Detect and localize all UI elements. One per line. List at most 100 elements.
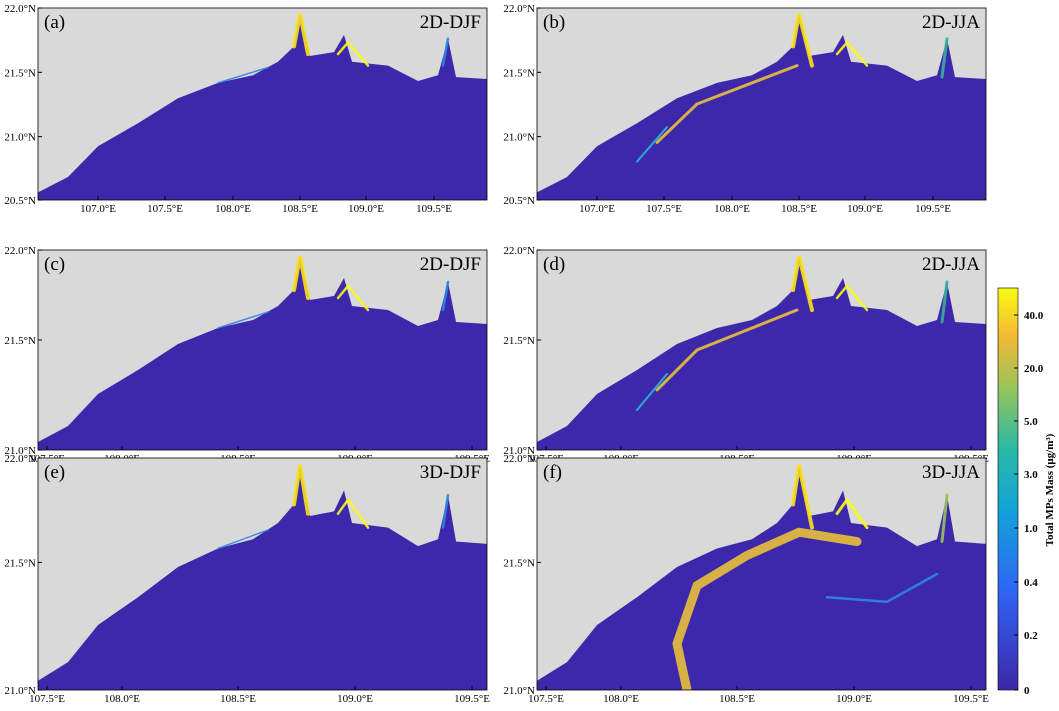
panel-title: 2D-DJF [420, 12, 481, 33]
plume [793, 465, 812, 528]
sea [537, 14, 986, 200]
y-tick-label: 21.0°N [4, 445, 36, 457]
sea [537, 256, 986, 450]
plume [793, 256, 812, 310]
y-tick-label: 22.0°N [503, 453, 535, 465]
map-panel: (b) 2D-JJA 107.0°E 107.5°E 108.0°E 108.5°E 109… [503, 3, 987, 215]
panel-title: 2D-JJA [922, 254, 980, 275]
plume [677, 532, 857, 690]
sea [38, 14, 487, 200]
sea [537, 465, 986, 690]
frame [536, 457, 987, 691]
plume [338, 286, 368, 310]
colorbar-tick-label: 40.0 [1024, 310, 1044, 322]
plume [294, 465, 308, 514]
frame [37, 7, 488, 201]
x-tick-label: 109.5°E [915, 203, 951, 215]
x-tick-label: 107.5°E [528, 693, 564, 705]
map-panel: (c)2D-DJF107.5°E108.0°E108.5°E109.0°E109… [4, 245, 490, 465]
colorbar: 0 0.2 0.4 1.0 3.0 5.0 20.0 40.0 Total MPs Mass (… [997, 287, 1056, 697]
x-tick-label: 109.5°E [953, 693, 989, 705]
y-tick-label: 21.5°N [4, 67, 36, 79]
panel-label: (d) [543, 254, 565, 275]
y-tick-label: 20.5°N [4, 195, 36, 207]
x-tick-label: 109.0°E [337, 693, 373, 705]
y-tick-label: 21.5°N [503, 335, 535, 347]
plume [443, 39, 448, 66]
y-tick-label: 22.0°N [4, 3, 36, 15]
x-tick-label: 108.0°E [603, 693, 639, 705]
frame [37, 249, 488, 451]
map-panel: (e) 3D-DJF 107.5°E 108.0°E 108.5°E 109.0°E 109… [4, 453, 490, 705]
colorbar-label: Total MPs Mass (μg/m³) [1044, 433, 1056, 546]
colorbar-tick-label: 5.0 [1024, 416, 1038, 428]
y-tick-label: 21.5°N [503, 67, 535, 79]
plume [837, 500, 867, 528]
plume [657, 66, 797, 143]
colorbar-tick-label: 0 [1024, 685, 1030, 697]
x-tick-label: 107.5°E [29, 693, 65, 705]
x-tick-label: 109.0°E [836, 693, 872, 705]
map-panel: (f) 3D-JJA 107.5°E 108.0°E 108.5°E 109.0°E 109… [503, 453, 989, 705]
colorbar-tick-label: 3.0 [1024, 469, 1038, 481]
plume [218, 530, 268, 549]
x-tick-label: 108.0°E [215, 203, 251, 215]
y-tick-label: 22.0°N [4, 245, 36, 257]
panel-title: 2D-DJF [420, 254, 481, 275]
plume [294, 14, 308, 54]
colorbar-tick-label: 20.0 [1024, 363, 1044, 375]
plume [657, 310, 797, 390]
x-tick-label: 108.5°E [220, 693, 256, 705]
panel-label: (f) [543, 462, 562, 483]
x-tick-label: 109.5°E [416, 203, 452, 215]
plume [827, 574, 937, 602]
map-panel: (a) 2D-DJF 107.0°E 107.5°E 108.0°E 108.5°E 109… [4, 3, 488, 215]
x-tick-label: 109.0°E [348, 203, 384, 215]
plume [338, 500, 368, 528]
y-tick-label: 21.0°N [4, 132, 36, 144]
x-tick-label: 109.5°E [454, 693, 490, 705]
sea [38, 465, 487, 690]
y-tick-label: 21.0°N [503, 445, 535, 457]
plume [637, 127, 667, 162]
plume [218, 68, 268, 83]
x-tick-label: 108.0°E [104, 693, 140, 705]
plume [942, 495, 947, 541]
sea-area [38, 13, 487, 200]
x-tick-label: 108.5°E [781, 203, 817, 215]
plume [338, 43, 368, 66]
panel-title: 3D-JJA [922, 462, 980, 483]
panel-label: (c) [44, 254, 65, 275]
y-tick-label: 22.0°N [503, 3, 535, 15]
panel-label: (b) [543, 12, 565, 33]
x-tick-label: 109.0°E [847, 203, 883, 215]
frame [536, 7, 987, 201]
x-tick-label: 107.0°E [80, 203, 116, 215]
y-tick-label: 20.5°N [503, 195, 535, 207]
plume [218, 312, 268, 328]
x-tick-label: 107.5°E [147, 203, 183, 215]
panel-label: (a) [44, 12, 65, 33]
colorbar-ramp [997, 287, 1019, 691]
sea-area [38, 464, 487, 690]
colorbar-tick-label: 0.4 [1024, 577, 1038, 589]
sea-area [537, 256, 986, 450]
plume [942, 39, 947, 77]
y-tick-label: 21.5°N [4, 335, 36, 347]
sea-area [38, 256, 487, 450]
panel-label: (e) [44, 462, 65, 483]
colorbar-tick-label: 1.0 [1024, 523, 1038, 535]
frame [536, 249, 987, 451]
panel-title: 3D-DJF [420, 462, 481, 483]
y-tick-label: 21.0°N [4, 685, 36, 697]
y-tick-label: 22.0°N [503, 245, 535, 257]
sea-area [537, 13, 986, 200]
plume [294, 256, 308, 298]
panel-title: 2D-JJA [922, 12, 980, 33]
plume [637, 374, 667, 410]
x-tick-label: 107.5°E [646, 203, 682, 215]
y-tick-label: 21.0°N [503, 132, 535, 144]
x-tick-label: 108.5°E [719, 693, 755, 705]
plume [793, 14, 812, 66]
